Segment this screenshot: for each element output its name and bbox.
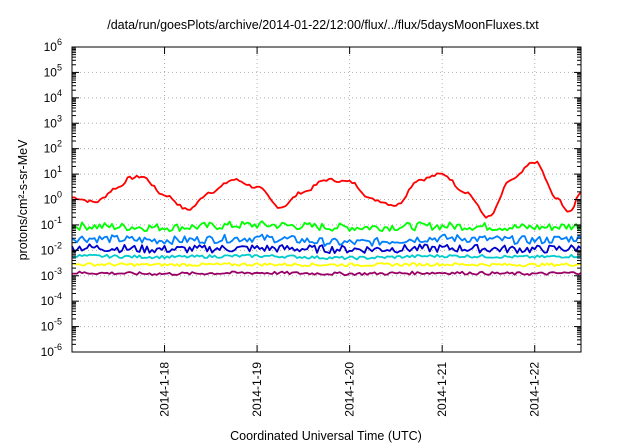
- series-line: [71, 243, 582, 254]
- y-tick-label: 10-6: [41, 342, 62, 359]
- chart-title: /data/run/goesPlots/archive/2014-01-22/1…: [107, 18, 539, 32]
- x-tick-label: 2014-1-21: [435, 362, 449, 417]
- series-line: [71, 160, 582, 219]
- series-line: [71, 253, 582, 261]
- series-line: [72, 270, 582, 277]
- y-tick-label: 10-1: [41, 215, 62, 232]
- y-tick-label: 106: [44, 37, 62, 54]
- ticks: [72, 46, 581, 353]
- y-tick-label: 101: [44, 164, 62, 181]
- x-tick-label: 2014-1-20: [343, 362, 357, 417]
- y-tick-labels: 10-6 10-5 10-4 10-3 10-2 10-1 100 101 102 103 104 1…: [41, 37, 62, 359]
- y-tick-label: 100: [44, 190, 62, 207]
- y-tick-label: 105: [44, 62, 62, 79]
- y-tick-label: 10-5: [41, 317, 62, 334]
- y-tick-label: 102: [44, 139, 62, 156]
- series-line: [71, 262, 581, 268]
- y-tick-label: 103: [44, 113, 62, 130]
- x-tick-labels: 2014-1-18 2014-1-19 2014-1-20 2014-1-21 2014…: [158, 362, 542, 417]
- y-tick-label: 104: [44, 88, 62, 105]
- x-tick-label: 2014-1-19: [250, 362, 264, 417]
- grid: [72, 47, 581, 352]
- x-tick-label: 2014-1-18: [158, 362, 172, 417]
- x-axis-label: Coordinated Universal Time (UTC): [230, 429, 422, 443]
- y-axis-label: protons/cm²-s-sr-MeV: [16, 139, 30, 261]
- y-tick-label: 10-3: [41, 266, 62, 283]
- series-group: [71, 160, 582, 277]
- y-tick-label: 10-2: [41, 240, 62, 257]
- x-tick-label: 2014-1-22: [528, 362, 542, 417]
- series-line: [71, 233, 582, 247]
- y-tick-label: 10-4: [41, 291, 62, 308]
- series-line: [71, 220, 582, 233]
